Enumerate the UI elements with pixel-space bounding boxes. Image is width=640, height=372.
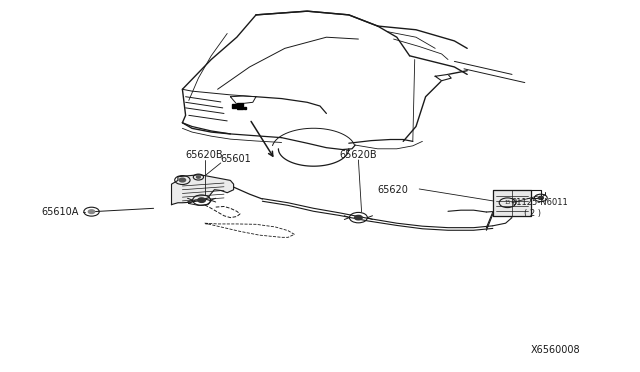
Text: 65610A: 65610A — [42, 207, 79, 217]
Text: X6560008: X6560008 — [531, 345, 581, 355]
Text: 01125-N6011: 01125-N6011 — [512, 198, 569, 207]
Polygon shape — [493, 190, 531, 216]
Circle shape — [198, 198, 205, 202]
Circle shape — [179, 178, 186, 182]
Text: 65620: 65620 — [378, 185, 408, 195]
Text: 65601: 65601 — [221, 154, 252, 164]
Text: 15: 15 — [504, 200, 511, 205]
Circle shape — [88, 210, 95, 214]
Text: 65620B: 65620B — [186, 150, 223, 160]
Text: 65620B: 65620B — [339, 150, 377, 160]
Circle shape — [196, 176, 200, 178]
Text: ( 2 ): ( 2 ) — [524, 209, 541, 218]
Polygon shape — [172, 175, 234, 205]
Polygon shape — [435, 74, 451, 81]
Circle shape — [355, 215, 362, 220]
Circle shape — [538, 196, 543, 199]
